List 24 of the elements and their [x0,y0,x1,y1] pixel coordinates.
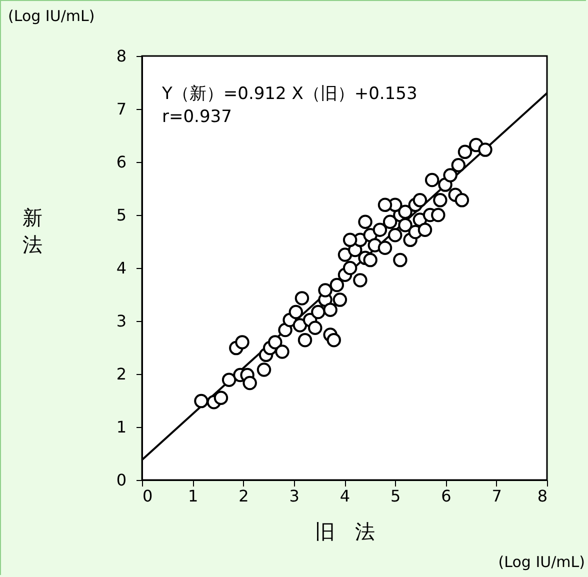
y-axis-title: 新法 [22,206,42,256]
y-tick-label: 6 [116,152,126,172]
x-tick-label: 2 [238,486,249,506]
text: (Log IU/mL) [498,553,585,571]
x-tick-label: 3 [289,486,300,506]
text: (Log IU/mL) [8,7,95,25]
y-tick-label: 7 [116,100,126,118]
x-axis-title: 旧 法 [315,520,375,544]
annotation: r=0.937 [162,107,232,127]
x-tick-label: 7 [492,486,502,506]
x-tick-label: 1 [188,486,198,506]
x-tick-label: 0 [142,486,153,506]
x-tick-label: 5 [390,486,401,506]
y-tick-label: 1 [116,418,126,436]
y-tick-label: 0 [116,470,126,490]
y-tick-label: 5 [116,206,126,224]
y-tick-label: 2 [116,364,126,384]
y-tick-label: 8 [116,46,126,66]
y-tick-label: 3 [116,312,126,330]
x-tick-label: 4 [340,486,350,506]
annotation: Y（新）=0.912 X（旧）+0.153 [161,84,418,104]
y-tick-label: 4 [116,258,126,278]
x-tick-label: 8 [537,486,548,506]
x-tick-label: 6 [441,486,452,506]
